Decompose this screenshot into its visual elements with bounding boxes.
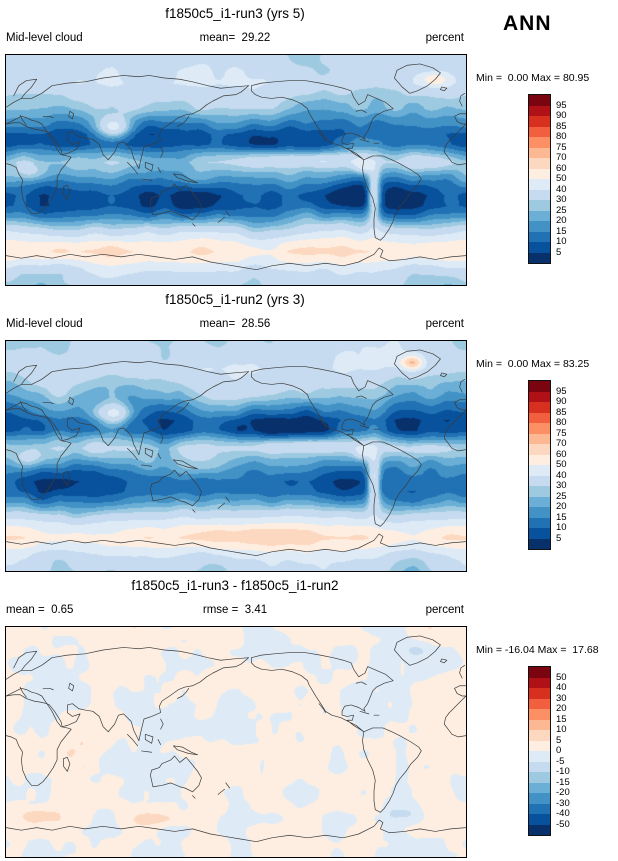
cloud-field-canvas (6, 55, 466, 285)
minmax-label: Min = 0.00 Max = 83.25 (476, 358, 590, 370)
colorbar-cells (528, 380, 551, 550)
colorbar-cells (528, 94, 551, 264)
variable-label: Mid-level cloud (6, 32, 83, 44)
panel-title: f1850c5_i1-run3 (yrs 5) (165, 6, 305, 21)
coastlines-overlay (6, 635, 466, 843)
minmax-label: Min = 0.00 Max = 80.95 (476, 72, 590, 84)
units-label: percent (425, 32, 464, 44)
cloud-field-canvas (6, 341, 466, 571)
panel-title: f1850c5_i1-run3 - f1850c5_i1-run2 (131, 578, 339, 593)
season-label: ANN (503, 12, 552, 35)
mean-label: mean= 29.22 (199, 32, 271, 44)
colorbar-tick-labels: 95 90 85 80 75 70 60 50 40 30 25 20 15 10 5 (556, 385, 567, 544)
map-plot-run3 (5, 54, 467, 286)
panel-run2: f1850c5_i1-run2 (yrs 3) Mid-level cloud … (0, 288, 618, 574)
mean-label: mean = 0.65 (6, 604, 74, 616)
variable-label: Mid-level cloud (6, 318, 83, 330)
coastlines-overlay (6, 349, 466, 557)
minmax-label: Min = -16.04 Max = 17.68 (476, 644, 599, 656)
colorbar: 95 90 85 80 75 70 60 50 40 30 25 20 15 10 5 (528, 380, 598, 552)
map-plot-run2 (5, 340, 467, 572)
panel-title: f1850c5_i1-run2 (yrs 3) (165, 292, 305, 307)
colorbar-cells (528, 666, 551, 836)
coastlines-overlay (6, 63, 466, 271)
panel-run3: f1850c5_i1-run3 (yrs 5) Mid-level cloud … (0, 2, 618, 288)
colorbar-tick-labels: 95 90 85 80 75 70 60 50 40 30 25 20 15 10 5 (556, 99, 567, 258)
colorbar: 50 40 30 20 15 10 5 0 -5 -10 -15 -20 -30 -40 -50 (528, 666, 598, 838)
units-label: percent (425, 318, 464, 330)
rmse-label: rmse = 3.41 (202, 604, 268, 616)
colorbar: 95 90 85 80 75 70 60 50 40 30 25 20 15 10 5 (528, 94, 598, 266)
colorbar-tick-labels: 50 40 30 20 15 10 5 0 -5 -10 -15 -20 -30 -40 -50 (556, 671, 570, 830)
panel-difference: f1850c5_i1-run3 - f1850c5_i1-run2 mean =… (0, 574, 618, 860)
difference-field-canvas (6, 627, 466, 857)
mean-label: mean= 28.56 (199, 318, 271, 330)
map-plot-difference (5, 626, 467, 858)
units-label: percent (425, 604, 464, 616)
